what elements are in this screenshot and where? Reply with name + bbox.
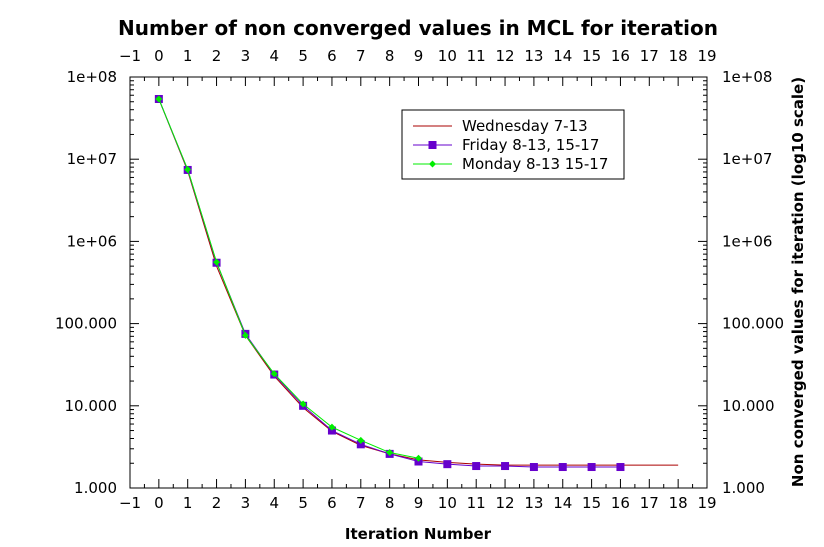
x-tick-label-top: 11 — [467, 47, 486, 65]
axis-ticks: −1−1001122334455667788991010111112121313… — [55, 47, 784, 512]
data-point — [328, 423, 336, 431]
data-point — [213, 258, 221, 266]
chart-title: Number of non converged values in MCL fo… — [118, 16, 718, 40]
x-tick-label-top: 0 — [154, 47, 164, 65]
x-tick-label-top: 15 — [582, 47, 601, 65]
x-tick-label: 6 — [327, 494, 337, 512]
y-tick-label-right: 100.000 — [722, 315, 784, 333]
y-tick-label: 100.000 — [55, 315, 117, 333]
data-point — [299, 400, 307, 408]
data-point — [472, 462, 481, 471]
legend-label: Monday 8-13 15-17 — [462, 155, 608, 173]
legend-marker — [429, 160, 436, 168]
legend-label: Wednesday 7-13 — [462, 117, 588, 135]
x-tick-label: 8 — [385, 494, 395, 512]
legend-label: Friday 8-13, 15-17 — [462, 136, 599, 154]
x-tick-label-top: 12 — [496, 47, 515, 65]
x-tick-label-top: 3 — [241, 47, 251, 65]
x-tick-label-top: 2 — [212, 47, 222, 65]
x-tick-label: 19 — [697, 494, 716, 512]
data-point — [558, 463, 567, 472]
x-tick-label: 1 — [183, 494, 193, 512]
x-tick-label: 2 — [212, 494, 222, 512]
x-tick-label-top: 17 — [640, 47, 659, 65]
x-tick-label: 17 — [640, 494, 659, 512]
x-tick-label: 9 — [414, 494, 424, 512]
x-tick-label: 0 — [154, 494, 164, 512]
x-tick-label-top: −1 — [119, 47, 141, 65]
data-point — [386, 449, 394, 457]
legend-marker — [428, 141, 437, 149]
data-point — [587, 463, 596, 472]
y-tick-label: 10.000 — [65, 397, 118, 415]
y-tick-label-right: 1.000 — [722, 479, 765, 497]
x-tick-label: 7 — [356, 494, 366, 512]
data-point — [357, 436, 365, 444]
x-tick-label-top: 5 — [298, 47, 308, 65]
y-tick-label-right: 1e+08 — [722, 68, 772, 86]
x-tick-label-top: 7 — [356, 47, 366, 65]
y-tick-label-right: 10.000 — [722, 397, 775, 415]
y-tick-label: 1e+08 — [67, 68, 117, 86]
data-point — [529, 463, 538, 472]
x-tick-label: 15 — [582, 494, 601, 512]
x-tick-label-top: 19 — [697, 47, 716, 65]
x-tick-label: 3 — [241, 494, 251, 512]
series-line — [158, 98, 419, 459]
x-tick-label: −1 — [119, 494, 141, 512]
x-tick-label: 13 — [524, 494, 543, 512]
y-tick-label: 1e+07 — [67, 150, 117, 168]
x-tick-label-top: 6 — [327, 47, 337, 65]
x-tick-label: 18 — [669, 494, 688, 512]
x-tick-label-top: 8 — [385, 47, 395, 65]
x-tick-label: 14 — [553, 494, 572, 512]
x-tick-label: 11 — [467, 494, 486, 512]
series-3 — [155, 95, 422, 462]
data-point — [241, 331, 249, 339]
data-point — [155, 95, 163, 103]
y-tick-label: 1e+06 — [67, 232, 117, 250]
y-tick-label-right: 1e+07 — [722, 150, 772, 168]
series-layer — [154, 94, 679, 472]
x-tick-label: 16 — [611, 494, 630, 512]
x-tick-label: 5 — [298, 494, 308, 512]
data-point — [184, 165, 192, 173]
x-tick-label-top: 4 — [269, 47, 279, 65]
x-tick-label-top: 14 — [553, 47, 572, 65]
y-tick-label-right: 1e+06 — [722, 232, 772, 250]
data-point — [270, 370, 278, 378]
y-axis-label: Non converged values for iteration (log1… — [789, 77, 807, 487]
x-tick-label-top: 13 — [524, 47, 543, 65]
x-tick-label-top: 16 — [611, 47, 630, 65]
x-tick-label-top: 1 — [183, 47, 193, 65]
x-tick-label: 12 — [496, 494, 515, 512]
data-point — [415, 454, 422, 462]
data-point — [616, 463, 625, 472]
data-point — [501, 462, 510, 471]
y-tick-label: 1.000 — [74, 479, 117, 497]
data-point — [443, 460, 452, 469]
x-tick-label: 10 — [438, 494, 457, 512]
x-axis-label: Iteration Number — [345, 525, 492, 543]
data-point — [356, 440, 365, 449]
x-tick-label-top: 9 — [414, 47, 424, 65]
x-tick-label-top: 10 — [438, 47, 457, 65]
x-tick-label-top: 18 — [669, 47, 688, 65]
x-tick-label: 4 — [269, 494, 279, 512]
